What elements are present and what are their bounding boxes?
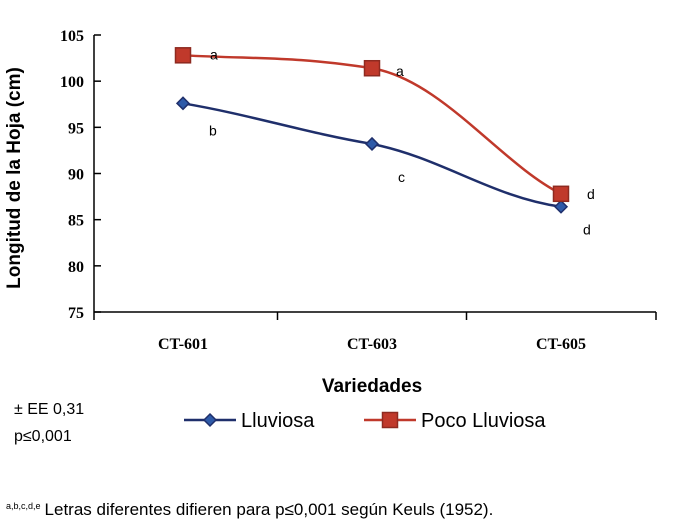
legend-marker	[202, 412, 218, 428]
y-tick-label: 75	[68, 305, 84, 322]
data-label: b	[209, 122, 217, 138]
data-label: a	[396, 63, 404, 79]
data-label: d	[583, 222, 591, 238]
p-value-note: p≤0,001	[14, 428, 72, 445]
y-tick-label: 105	[60, 28, 84, 45]
footnote-text: Letras diferentes difieren para p≤0,001 …	[44, 500, 494, 519]
data-label: c	[398, 169, 405, 185]
y-tick-label: 85	[68, 213, 84, 230]
data-point	[553, 199, 569, 214]
y-tick-label: 90	[68, 167, 84, 184]
data-labels: b c d a a d	[209, 46, 595, 237]
legend-item-0: Lluviosa	[184, 410, 315, 432]
x-tick-label: CT-603	[347, 336, 397, 353]
data-label: a	[210, 46, 218, 62]
data-point	[175, 96, 191, 111]
data-point	[364, 136, 380, 152]
chart-series	[174, 47, 570, 214]
x-tick-label: CT-605	[536, 336, 586, 353]
chart-axes	[93, 34, 657, 320]
line-chart: 75 80 85 90 95 100 105 CT-601 CT-603 CT-605 b c d a…	[4, 28, 657, 397]
y-tick-label: 95	[68, 120, 84, 137]
x-tick-labels: CT-601 CT-603 CT-605	[158, 336, 586, 353]
legend: Lluviosa Poco Lluviosa	[184, 410, 546, 432]
x-axis-title: Variedades	[322, 376, 422, 397]
legend-label: Lluviosa	[241, 410, 315, 432]
footnote: a,b,c,d,e Letras diferentes difieren para…	[6, 500, 493, 520]
standard-error-note: ± EE 0,31	[14, 401, 85, 418]
legend-marker	[381, 411, 399, 429]
y-axis-title: Longitud de la Hoja (cm)	[4, 67, 25, 289]
y-tick-label: 100	[60, 74, 84, 91]
data-point	[174, 47, 192, 64]
legend-item-1: Poco Lluviosa	[364, 410, 546, 432]
data-point	[552, 185, 570, 203]
legend-label: Poco Lluviosa	[421, 410, 546, 432]
y-tick-label: 80	[68, 259, 84, 276]
footnote-superscript: a,b,c,d,e	[6, 501, 41, 511]
x-tick-label: CT-601	[158, 336, 208, 353]
data-label: d	[587, 186, 595, 202]
data-point	[363, 59, 381, 77]
y-tick-labels: 75 80 85 90 95 100 105	[60, 28, 84, 322]
